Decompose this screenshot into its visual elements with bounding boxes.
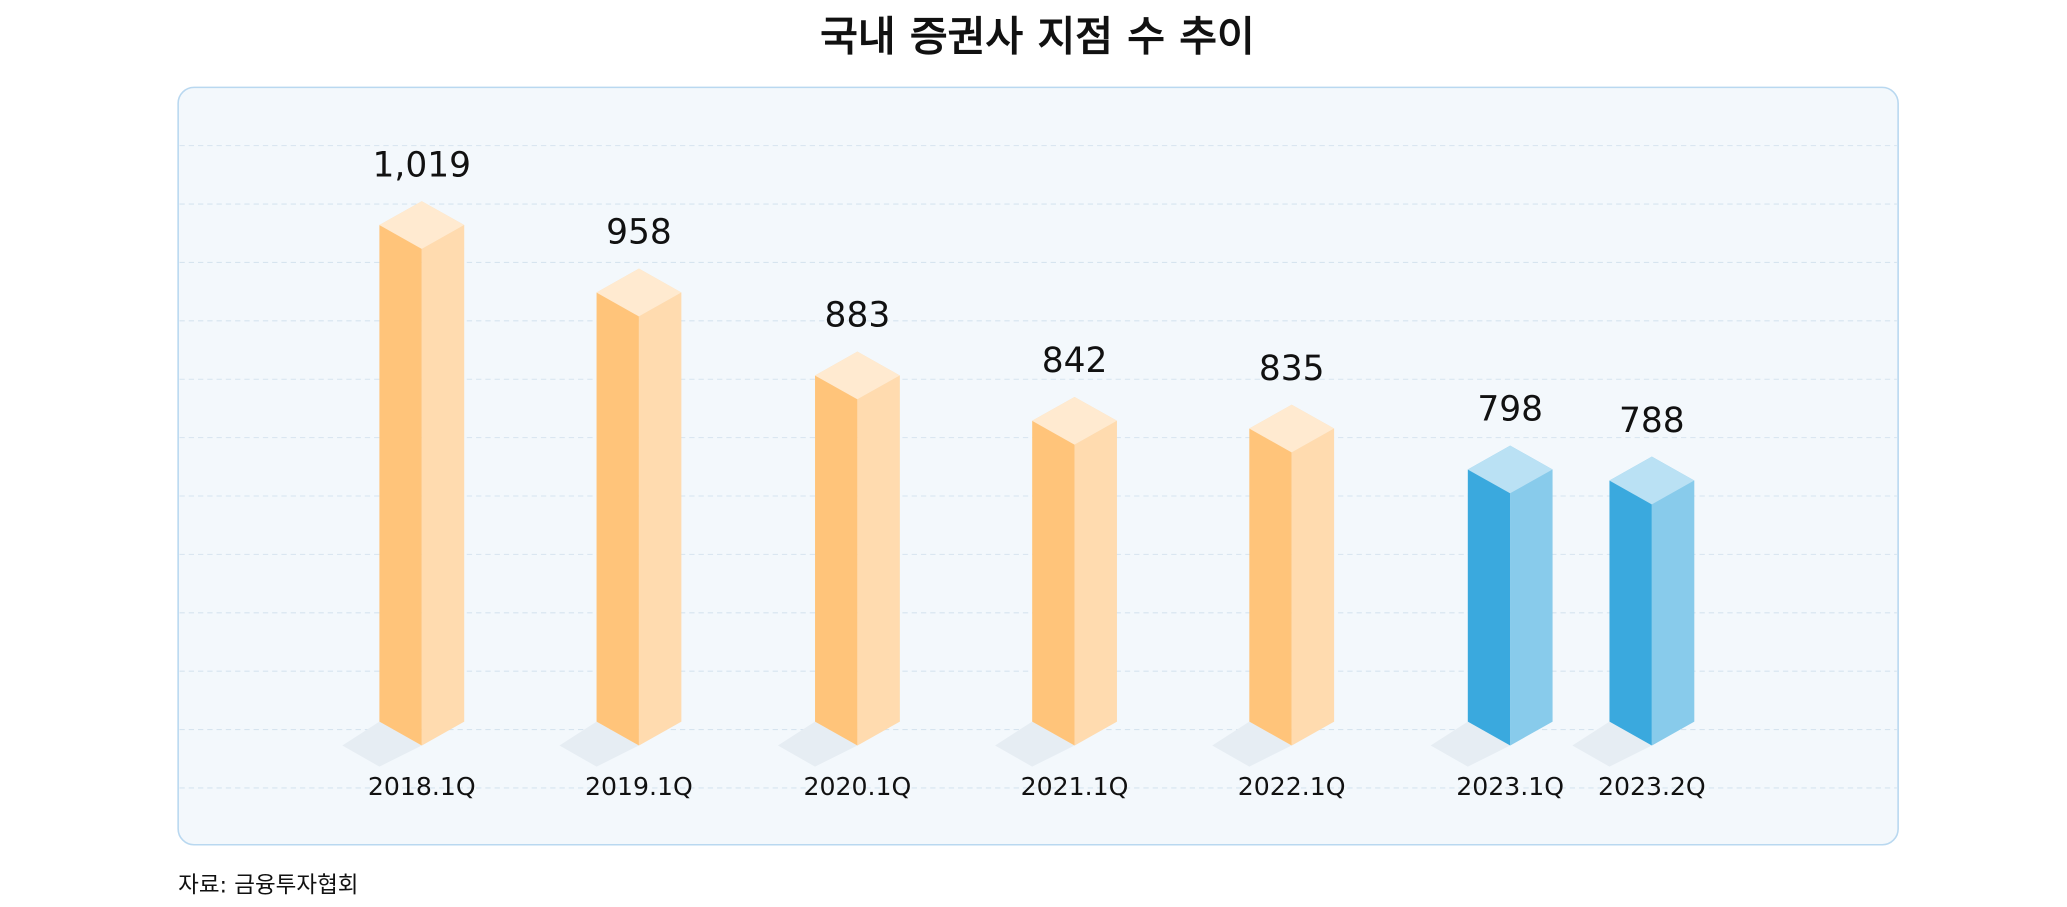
bar-side-shade	[1291, 428, 1335, 746]
bar-top-shade	[815, 351, 900, 400]
bar	[596, 292, 639, 746]
bar	[1249, 428, 1292, 746]
chart-title: 국내 증권사 지점 수 추이	[820, 13, 1255, 61]
bar	[815, 375, 858, 746]
source-note: 자료: 금융투자협회	[178, 872, 358, 898]
bar-shadow	[777, 721, 858, 767]
bar-top-shade	[1467, 445, 1553, 494]
bar-side	[1074, 420, 1117, 746]
bar-side-shade	[638, 292, 682, 746]
bar-side-shade	[1074, 420, 1117, 746]
value-label: 1,019	[373, 145, 472, 185]
value-label: 883	[825, 296, 891, 336]
x-tick-label: 2023.2Q	[1598, 772, 1706, 801]
bar-side-shade	[1510, 469, 1553, 746]
bar-shadow	[995, 721, 1075, 767]
value-label: 842	[1042, 341, 1108, 381]
bar-side-shade	[421, 225, 465, 746]
x-tick-label: 2020.1Q	[804, 772, 912, 801]
value-label: 958	[606, 213, 672, 253]
bar-side	[1510, 469, 1553, 746]
x-tick-label: 2018.1Q	[368, 772, 476, 801]
bar-side	[1291, 428, 1335, 746]
bar-shadow	[342, 721, 422, 767]
bar-side	[421, 225, 465, 746]
bar	[1467, 469, 1511, 746]
bar-side	[638, 292, 682, 746]
bar-shadow	[1212, 721, 1292, 767]
bar-top-shade	[1609, 456, 1695, 505]
bar-shadow	[1430, 721, 1511, 767]
bar-side	[857, 375, 900, 746]
bar-shadow	[559, 721, 639, 767]
value-label: 835	[1259, 349, 1325, 389]
bar-shadow	[1572, 721, 1652, 767]
x-tick-label: 2021.1Q	[1021, 772, 1129, 801]
bar	[1032, 420, 1075, 746]
bar	[1609, 480, 1652, 746]
bar-top-shade	[379, 201, 465, 249]
bar-side	[1651, 480, 1695, 746]
bar-side-shade	[1651, 480, 1695, 746]
x-tick-label: 2022.1Q	[1238, 772, 1346, 801]
value-label: 798	[1477, 390, 1543, 430]
x-tick-label: 2023.1Q	[1456, 772, 1564, 801]
bar-side-shade	[857, 375, 900, 746]
bar	[379, 225, 422, 746]
bar-top-shade	[1032, 396, 1117, 445]
x-tick-label: 2019.1Q	[585, 772, 693, 801]
bar-top-shade	[1249, 404, 1335, 453]
value-label: 788	[1619, 401, 1685, 441]
